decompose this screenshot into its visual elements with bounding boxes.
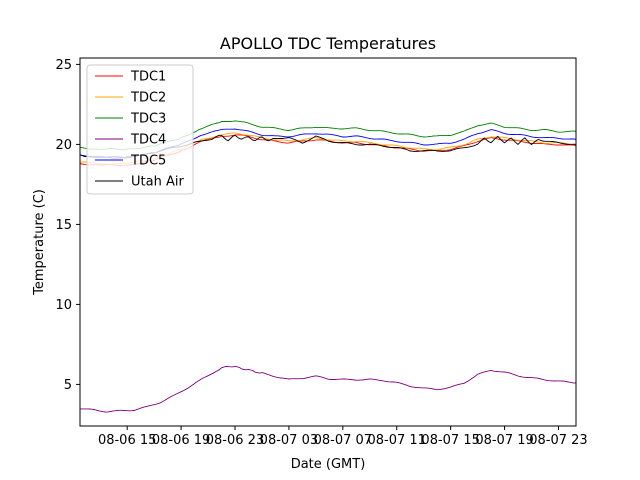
legend-label: TDC3 (130, 112, 166, 127)
x-tick-label: 08-06 19 (152, 433, 210, 448)
x-tick-label: 08-06 15 (98, 433, 156, 448)
x-tick-label: 08-07 19 (475, 433, 533, 448)
legend-label: TDC4 (130, 133, 166, 148)
legend-label: TDC2 (130, 91, 166, 106)
x-tick-label: 08-07 15 (421, 433, 479, 448)
y-axis-label: Temperature (C) (32, 189, 47, 296)
y-axis-ticks: 5 10 15 20 25 (55, 58, 80, 393)
y-tick-label: 20 (55, 138, 72, 153)
x-tick-label: 08-07 23 (529, 433, 587, 448)
y-tick-label: 25 (55, 58, 72, 73)
legend-label: TDC1 (130, 70, 166, 85)
x-tick-label: 08-07 07 (314, 433, 372, 448)
legend-label: Utah Air (131, 175, 184, 190)
x-tick-label: 08-06 23 (206, 433, 264, 448)
plot-frame (79, 57, 577, 427)
x-tick-label: 08-07 11 (368, 433, 426, 448)
legend: TDC1 TDC2 TDC3 TDC4 TDC5 Utah Air (86, 64, 194, 195)
chart-title: APOLLO TDC Temperatures (220, 34, 436, 53)
y-tick-label: 15 (55, 218, 72, 233)
legend-label: TDC5 (130, 154, 166, 169)
x-tick-label: 08-07 03 (260, 433, 318, 448)
y-tick-label: 5 (64, 378, 72, 393)
y-tick-label: 10 (55, 298, 72, 313)
series-line-tdc4 (80, 365, 576, 413)
x-axis-label: Date (GMT) (291, 457, 366, 472)
